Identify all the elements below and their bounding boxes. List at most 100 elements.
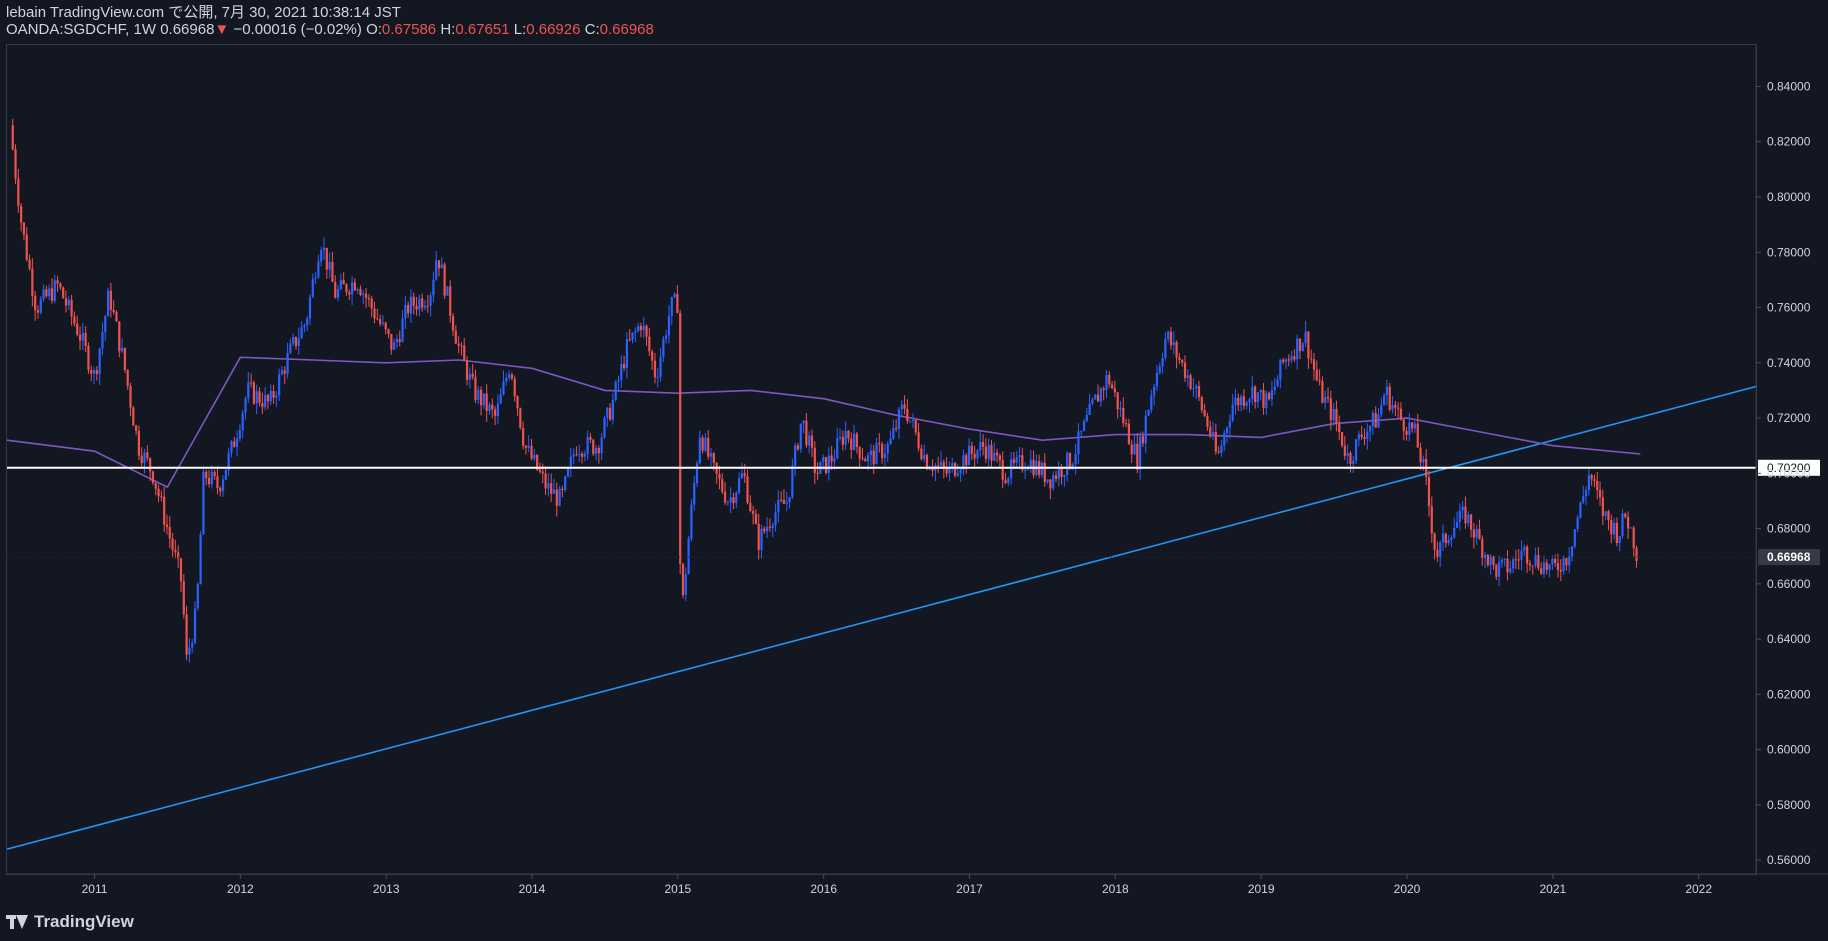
candle-body (1540, 568, 1543, 574)
candle-body (1234, 397, 1237, 405)
candle-body (953, 463, 957, 476)
candle-body (836, 438, 839, 459)
candle-body (207, 478, 211, 485)
candle-body (1172, 342, 1175, 346)
candle-body (1167, 331, 1170, 339)
candle-body (693, 482, 696, 505)
candle-body (1587, 475, 1590, 491)
level-price-label: 0.70200 (1767, 461, 1811, 475)
time-tick-label: 2015 (664, 882, 691, 896)
candle-body (168, 526, 171, 539)
candle-body (362, 293, 365, 296)
candle-body (1256, 392, 1260, 403)
candle-body (1380, 404, 1383, 415)
candle-body (460, 345, 463, 347)
candle-body (1110, 384, 1114, 389)
candle-body (1074, 454, 1077, 465)
candle-body (861, 458, 864, 460)
candle-body (1520, 550, 1523, 560)
candle-body (667, 315, 671, 336)
candle-body (718, 473, 721, 480)
candle-body (524, 445, 528, 448)
candle-body (707, 437, 710, 457)
candle-body (746, 476, 749, 503)
candle-body (154, 482, 157, 489)
candle-body (115, 311, 118, 322)
candle-body (665, 335, 668, 339)
candle-body (135, 425, 138, 431)
candle-body (1343, 445, 1346, 456)
low-label: L: (513, 21, 527, 38)
candle-body (757, 523, 760, 550)
candle-body (530, 445, 533, 459)
candle-body (544, 473, 547, 489)
candle-body (777, 499, 780, 513)
candle-body (569, 456, 572, 469)
time-tick-label: 2019 (1248, 882, 1275, 896)
candle-body (98, 348, 101, 375)
candle-body (903, 404, 906, 409)
candle-body (1335, 409, 1338, 425)
candle-body (662, 338, 665, 357)
candle-body (81, 333, 84, 341)
price-tick-label: 0.78000 (1767, 245, 1811, 259)
candle-body (1029, 459, 1032, 469)
candle-body (1217, 451, 1220, 453)
candle-body (651, 351, 654, 361)
candle-body (1259, 390, 1262, 393)
candle-body (1189, 375, 1192, 390)
candle-body (42, 289, 45, 300)
candle-body (920, 448, 923, 460)
candle-body (937, 465, 940, 467)
candle-body (788, 496, 791, 503)
candle-body (76, 323, 79, 335)
candle-body (202, 471, 205, 535)
candle-body (1486, 554, 1489, 565)
candle-body (698, 437, 701, 464)
candle-body (656, 376, 659, 378)
price-tick-label: 0.84000 (1767, 79, 1811, 93)
time-tick-label: 2016 (810, 882, 837, 896)
candle-body (1150, 395, 1153, 411)
change-value: −0.00016 (−0.02%) (233, 21, 362, 38)
candle-body (1601, 497, 1604, 516)
candle-body (737, 478, 741, 493)
candle-body (1206, 415, 1209, 427)
candle-body (1214, 432, 1217, 452)
candle-body (1624, 513, 1627, 517)
candle-body (695, 463, 699, 483)
candle-body (1321, 381, 1324, 403)
candle-body (552, 489, 556, 494)
candle-body (1461, 506, 1464, 511)
candle-body (589, 436, 592, 440)
candle-body (906, 408, 909, 422)
high-value: 0.67651 (455, 21, 510, 38)
tradingview-logo[interactable]: TradingView (6, 912, 134, 932)
candle-body (1509, 568, 1512, 573)
candle-body (740, 473, 743, 479)
candle-body (1469, 514, 1473, 530)
candle-body (485, 393, 488, 411)
candle-body (1383, 395, 1386, 405)
candle-body (816, 472, 819, 474)
candle-body (421, 298, 424, 308)
candle-body (449, 286, 452, 316)
candle-body (367, 297, 370, 299)
candle-body (1397, 407, 1400, 409)
candle-body (634, 331, 637, 333)
candle-body (617, 380, 620, 382)
candle-body (1340, 432, 1344, 446)
candle-body (987, 444, 990, 459)
candle-body (648, 336, 651, 352)
candle-body (463, 345, 466, 360)
candle-body (841, 436, 844, 445)
candle-body (1467, 514, 1470, 524)
candle-body (1593, 479, 1596, 481)
candle-body (1223, 432, 1226, 446)
candle-body (1422, 458, 1425, 463)
candle-body (1632, 527, 1635, 549)
candle-body (1245, 402, 1248, 406)
symbol-label[interactable]: OANDA:SGDCHF, 1W (6, 21, 157, 38)
level-price-label-bg (1758, 459, 1820, 476)
